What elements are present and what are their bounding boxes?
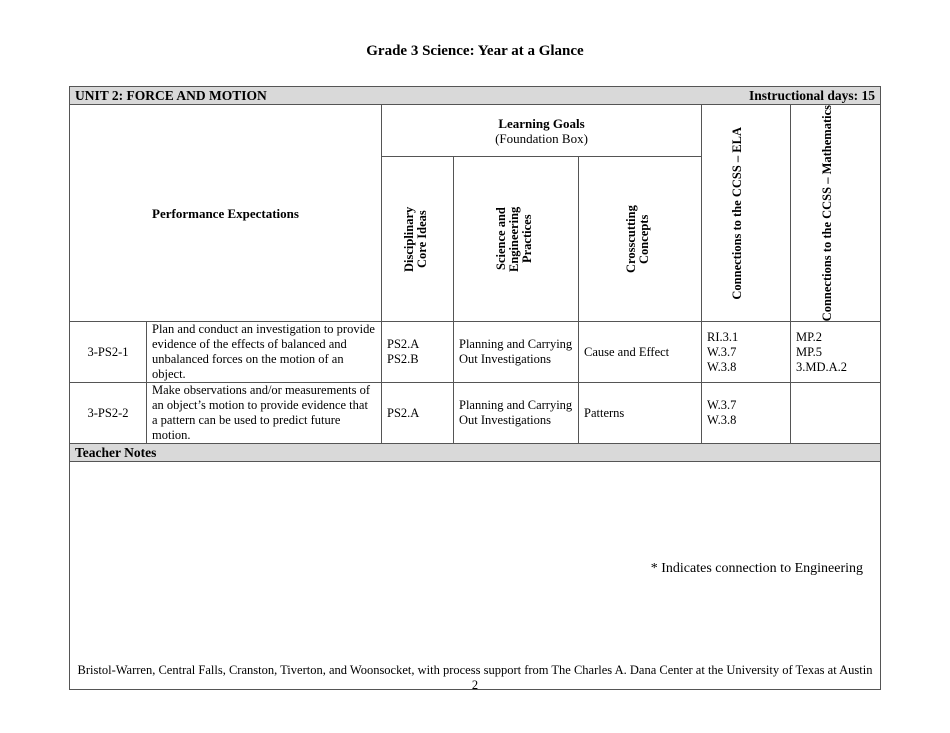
ela-code: W.3.8 (707, 359, 737, 374)
dci-header: Disciplinary Core Ideas (381, 156, 454, 323)
learning-goals-header: Learning Goals (Foundation Box) (381, 103, 702, 158)
page-number: 2 (471, 678, 479, 692)
ela-header: Connections to the CCSS – ELA (701, 103, 791, 323)
pe-header: Performance Expectations (69, 103, 382, 323)
footnote: * Indicates connection to Engineering (650, 561, 863, 576)
teacher-notes-area[interactable] (69, 461, 881, 691)
ela-label: Connections to the CCSS – ELA (730, 126, 744, 300)
ela-code: W.3.8 (707, 413, 737, 428)
instructional-days: Instructional days: 15 (748, 88, 875, 103)
credit-line: Bristol-Warren, Central Falls, Cranston,… (77, 663, 873, 677)
dci-label: Disciplinary Core Ideas (401, 206, 429, 272)
math-code: 3.MD.A.2 (796, 359, 848, 374)
table-row: 3-PS2-2 Make observations and/or measure… (69, 382, 881, 445)
dci-cell: PS2.A (381, 382, 454, 445)
ccc-label: Crosscutting Concepts (624, 205, 651, 274)
unit-name: UNIT 2: FORCE AND MOTION (75, 88, 267, 103)
ccc-cell: Patterns (578, 382, 702, 445)
math-cell: MP.2 MP.5 3.MD.A.2 (790, 321, 881, 384)
unit-header: UNIT 2: FORCE AND MOTION Instructional da… (69, 86, 881, 105)
pe-description: Make observations and/or measurements of… (146, 382, 382, 445)
math-header: Connections to the CCSS – Mathematics (790, 103, 881, 323)
sep-label: Science and Engineering Practices (494, 206, 534, 272)
sep-header: Science and Engineering Practices (453, 156, 579, 323)
ela-code: RI.3.1 (707, 329, 739, 344)
dci-cell: PS2.A PS2.B (381, 321, 454, 384)
math-code: MP.2 (796, 329, 823, 344)
ela-cell: W.3.7 W.3.8 (701, 382, 791, 445)
ccc-header: Crosscutting Concepts (578, 156, 702, 323)
teacher-notes-header: Teacher Notes (69, 443, 881, 463)
ela-code: W.3.7 (707, 344, 737, 359)
math-code: MP.5 (796, 344, 823, 359)
table-row: 3-PS2-1 Plan and conduct an investigatio… (69, 321, 881, 384)
ela-cell: RI.3.1 W.3.7 W.3.8 (701, 321, 791, 384)
ela-code: W.3.7 (707, 398, 737, 413)
page-title: Grade 3 Science: Year at a Glance (366, 43, 584, 59)
dci-code: PS2.B (387, 352, 419, 367)
ccc-cell: Cause and Effect (578, 321, 702, 384)
learning-goals-label: Learning Goals (498, 115, 585, 131)
learning-goals-sub: (Foundation Box) (495, 130, 588, 146)
dci-code: PS2.A (387, 337, 420, 352)
math-cell (790, 382, 881, 445)
dci-code: PS2.A (387, 405, 420, 420)
pe-id: 3-PS2-2 (69, 382, 147, 445)
unit-table: UNIT 2: FORCE AND MOTION Instructional da… (69, 86, 881, 691)
pe-id: 3-PS2-1 (69, 321, 147, 384)
sep-cell: Planning and Carrying Out Investigations (453, 321, 579, 384)
sep-cell: Planning and Carrying Out Investigations (453, 382, 579, 445)
pe-description: Plan and conduct an investigation to pro… (146, 321, 382, 384)
math-label: Connections to the CCSS – Mathematics (819, 105, 834, 322)
